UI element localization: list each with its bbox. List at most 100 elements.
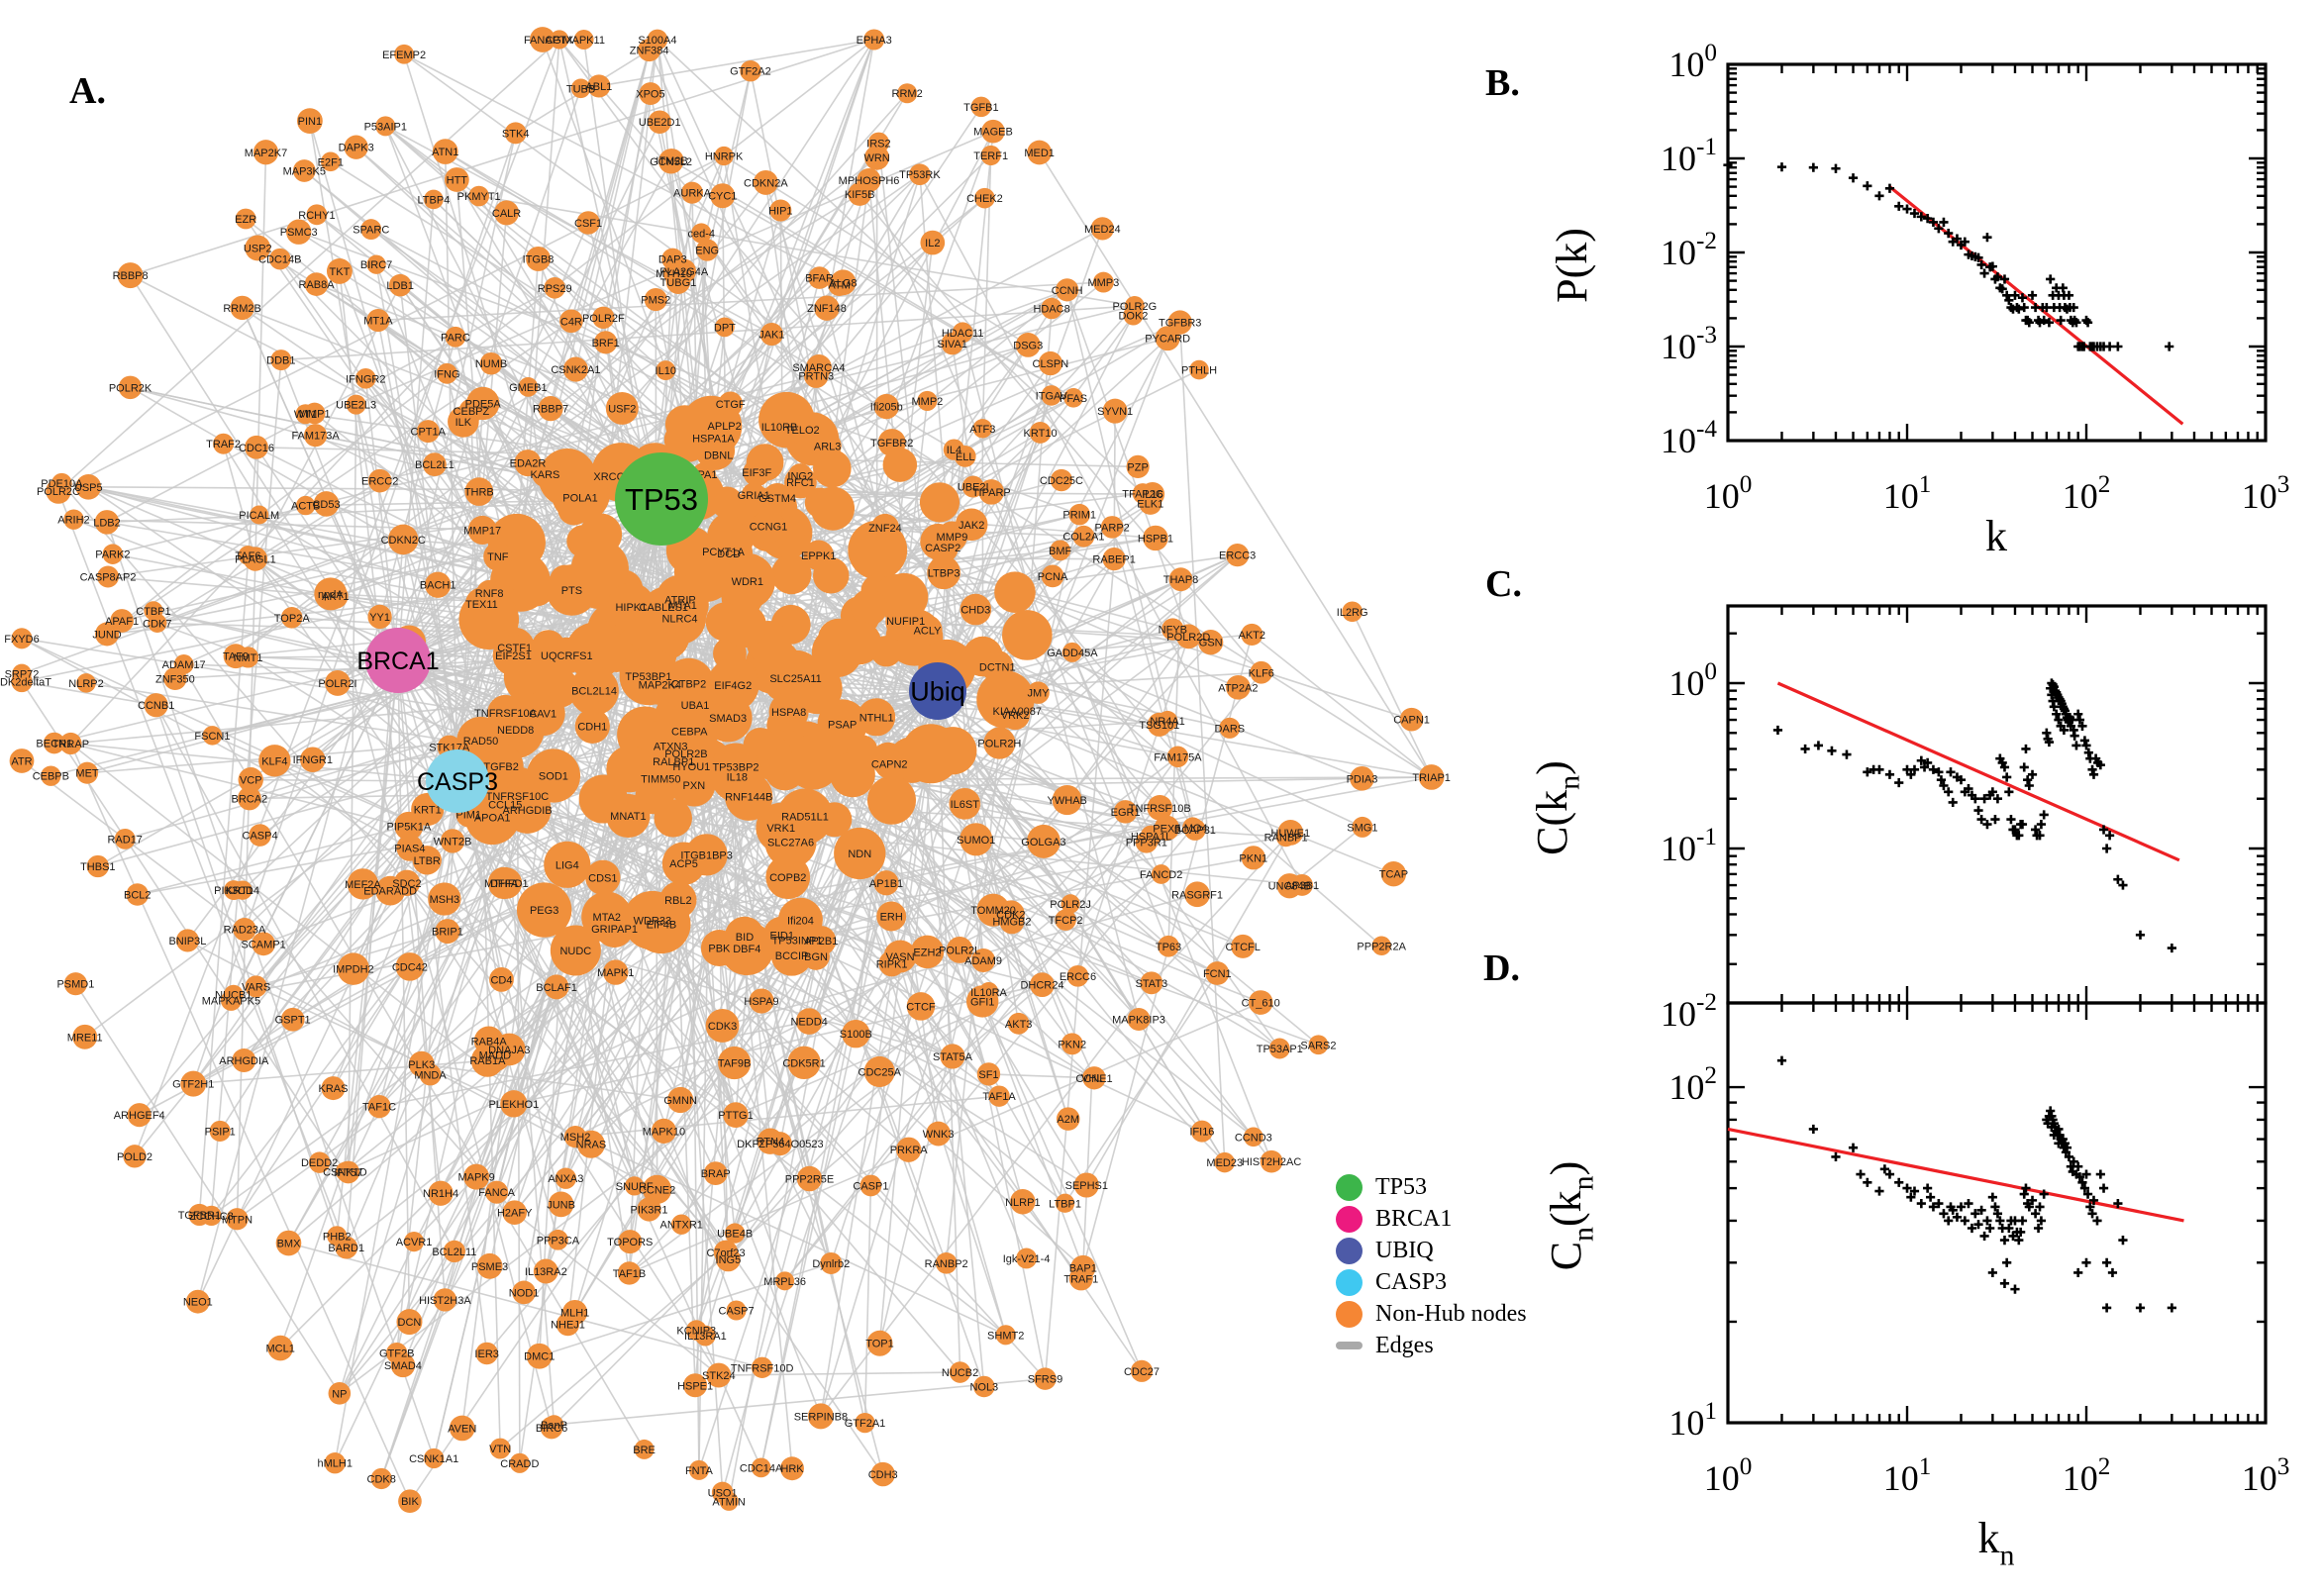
network-node-label: PYCARD bbox=[1145, 334, 1190, 346]
network-node bbox=[618, 1230, 643, 1254]
data-point bbox=[2002, 290, 2012, 300]
network-node bbox=[526, 1343, 553, 1369]
data-point bbox=[2064, 290, 2074, 300]
network-node bbox=[394, 44, 415, 64]
network-node-label: NFYB bbox=[1159, 625, 1187, 637]
network-node bbox=[529, 27, 556, 52]
network-node-label: POLR2F bbox=[582, 313, 625, 325]
network-node-label: PHB2 bbox=[323, 1231, 352, 1243]
data-point bbox=[1964, 783, 1973, 794]
network-node-label: HSPA8 bbox=[771, 707, 806, 719]
network-node bbox=[41, 765, 61, 786]
network-node-label: S100B bbox=[840, 1029, 872, 1041]
network-node bbox=[1000, 700, 1031, 731]
network-node-label: RAD50 bbox=[463, 736, 498, 748]
network-node-label: TP63 bbox=[1156, 942, 1181, 953]
network-node bbox=[972, 419, 993, 439]
network-node bbox=[209, 1120, 231, 1142]
network-node bbox=[1243, 1127, 1263, 1147]
network-node bbox=[76, 673, 96, 693]
network-node bbox=[1135, 831, 1158, 853]
network-node bbox=[367, 604, 392, 630]
network-node bbox=[1168, 567, 1193, 592]
network-edge bbox=[1085, 832, 1291, 1186]
data-point bbox=[1928, 1202, 1939, 1212]
network-edge bbox=[336, 659, 399, 1237]
network-node bbox=[660, 702, 719, 760]
data-point bbox=[2010, 290, 2020, 300]
network-node-label: CTBP2 bbox=[671, 679, 706, 691]
network-node bbox=[994, 571, 1036, 614]
network-edge bbox=[456, 780, 1203, 1133]
network-node-label: CRADD bbox=[500, 1458, 539, 1470]
network-node bbox=[594, 331, 618, 354]
network-node-label: C4R bbox=[560, 316, 582, 328]
network-node bbox=[102, 544, 124, 564]
network-edge bbox=[1111, 527, 1194, 829]
network-node bbox=[1157, 710, 1178, 732]
data-point bbox=[1906, 769, 1916, 779]
data-point bbox=[1992, 794, 2003, 804]
network-node-label: STAT5A bbox=[933, 1051, 973, 1063]
network-node bbox=[544, 974, 569, 1000]
network-node-label: ABL1 bbox=[585, 81, 612, 93]
network-node-label: UBE4B bbox=[717, 1229, 753, 1241]
network-node bbox=[851, 588, 888, 626]
y-axis-label: C(kn) bbox=[1528, 760, 1585, 855]
network-node-label: TNFRSF10D bbox=[731, 1362, 794, 1374]
network-edge bbox=[445, 150, 955, 450]
network-node bbox=[1100, 516, 1124, 539]
network-edge bbox=[60, 482, 727, 1253]
network-node-label: VHL bbox=[1081, 1072, 1102, 1084]
network-node-label: ING2 bbox=[787, 471, 813, 483]
network-edge bbox=[598, 39, 874, 87]
network-node-label: APTX bbox=[545, 35, 573, 47]
data-point bbox=[2019, 1189, 2029, 1199]
network-node bbox=[424, 1447, 445, 1469]
network-node-label: STK4 bbox=[502, 128, 530, 140]
legend-item-ubiq: UBIQ bbox=[1336, 1235, 1527, 1266]
legend-item-label: TP53 bbox=[1375, 1173, 1428, 1200]
network-node-label: TRIAP1 bbox=[1412, 772, 1451, 784]
network-node bbox=[573, 30, 594, 50]
network-node-label: H2AFY bbox=[497, 1208, 533, 1220]
network-node-label: POLR2D bbox=[1166, 632, 1210, 644]
network-node bbox=[1029, 422, 1052, 444]
network-node-label: LTBP4 bbox=[417, 194, 450, 206]
network-node-label: ERH bbox=[880, 911, 903, 923]
network-edge bbox=[1178, 322, 1226, 1163]
network-node bbox=[1056, 1107, 1080, 1131]
network-node-label: BRCA2 bbox=[232, 793, 268, 805]
network-node-label: PPP3CA bbox=[537, 1235, 580, 1247]
network-node bbox=[546, 564, 598, 616]
network-edge bbox=[783, 835, 1153, 1282]
network-edge bbox=[574, 50, 651, 370]
data-point bbox=[1813, 741, 1824, 750]
data-point bbox=[2027, 290, 2038, 300]
data-point bbox=[1856, 1169, 1866, 1179]
network-node-label: CTCFL bbox=[1225, 942, 1260, 953]
network-node bbox=[1350, 765, 1374, 791]
network-node-label: POLR2G bbox=[1113, 301, 1158, 313]
network-node-label: NEDD8 bbox=[497, 725, 534, 737]
network-node bbox=[978, 982, 999, 1002]
network-node bbox=[63, 972, 87, 996]
data-point bbox=[2049, 702, 2059, 712]
network-node-label: CCNB1 bbox=[138, 700, 174, 712]
network-node bbox=[666, 1086, 694, 1114]
data-point bbox=[2167, 943, 2176, 953]
data-point bbox=[1884, 183, 1895, 193]
network-node bbox=[906, 992, 936, 1021]
network-node bbox=[408, 1050, 435, 1077]
network-edge bbox=[574, 827, 1193, 1138]
network-node bbox=[1126, 454, 1150, 479]
network-node-label: ITM2B bbox=[656, 155, 687, 167]
network-node-label: ITGB1BP3 bbox=[680, 849, 733, 861]
network-node bbox=[634, 1439, 655, 1459]
network-node bbox=[1010, 1189, 1036, 1215]
network-edge bbox=[355, 147, 939, 692]
data-point bbox=[1999, 762, 2010, 772]
network-node bbox=[1140, 481, 1165, 507]
data-point bbox=[1906, 1192, 1916, 1202]
network-node bbox=[1198, 630, 1224, 655]
